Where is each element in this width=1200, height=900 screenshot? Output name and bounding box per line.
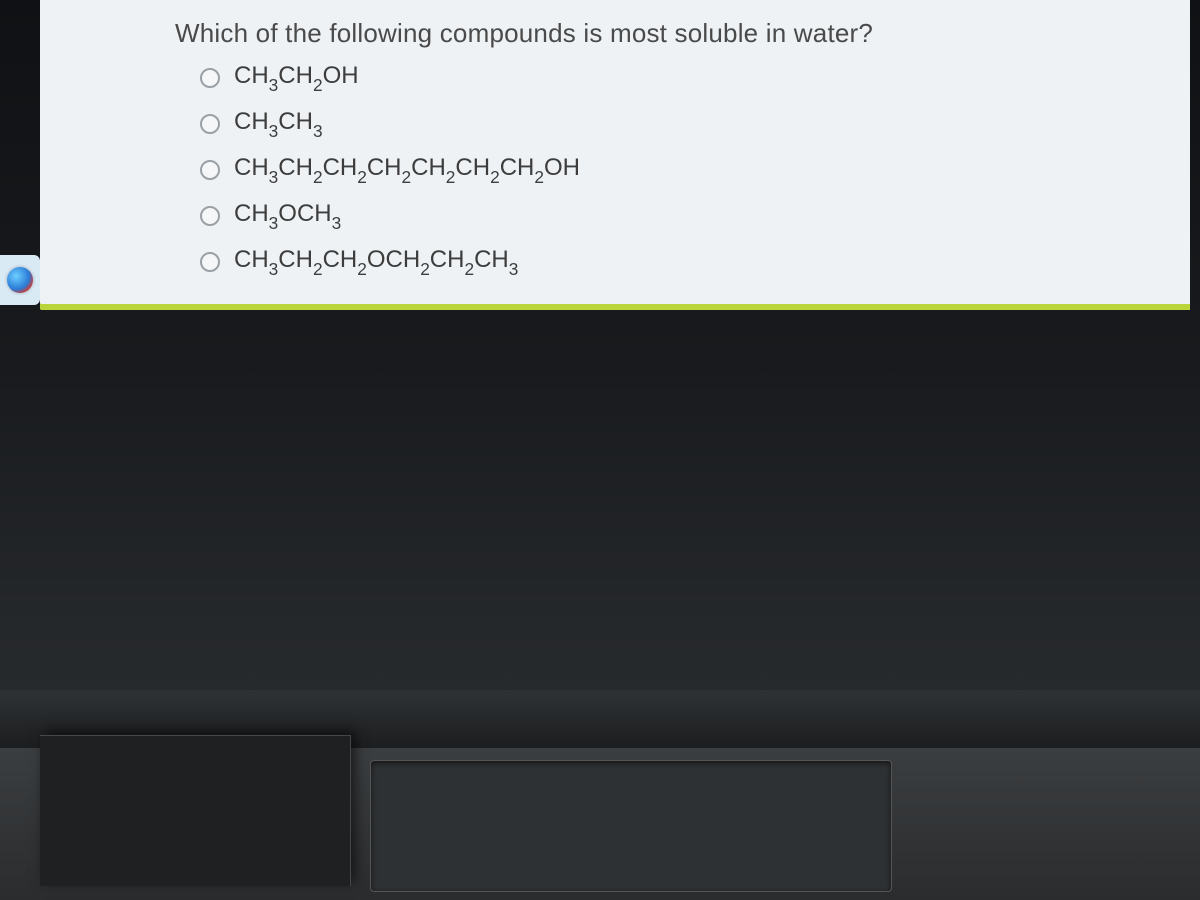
globe-icon [7, 267, 33, 293]
radio-icon[interactable] [200, 114, 220, 134]
option-row[interactable]: CH3CH2CH2OCH2CH2CH3 [200, 242, 580, 282]
quiz-panel: Which of the following compounds is most… [40, 0, 1190, 310]
radio-icon[interactable] [200, 206, 220, 226]
laptop-deck-edge [40, 735, 351, 886]
radio-icon[interactable] [200, 160, 220, 180]
radio-icon[interactable] [200, 252, 220, 272]
option-formula: CH3CH2OH [234, 62, 359, 94]
option-row[interactable]: CH3OCH3 [200, 196, 580, 236]
laptop-trackpad [370, 760, 892, 892]
option-row[interactable]: CH3CH2OH [200, 58, 580, 98]
side-tab[interactable] [0, 255, 40, 305]
options-list: CH3CH2OH CH3CH3 CH3CH2CH2CH2CH2CH2CH2OH … [200, 58, 580, 282]
radio-icon[interactable] [200, 68, 220, 88]
option-formula: CH3CH3 [234, 108, 323, 140]
option-row[interactable]: CH3CH2CH2CH2CH2CH2CH2OH [200, 150, 580, 190]
option-row[interactable]: CH3CH3 [200, 104, 580, 144]
option-formula: CH3CH2CH2OCH2CH2CH3 [234, 246, 518, 278]
question-text: Which of the following compounds is most… [175, 18, 873, 49]
option-formula: CH3OCH3 [234, 200, 341, 232]
screen: Which of the following compounds is most… [0, 0, 1200, 900]
option-formula: CH3CH2CH2CH2CH2CH2CH2OH [234, 154, 580, 186]
